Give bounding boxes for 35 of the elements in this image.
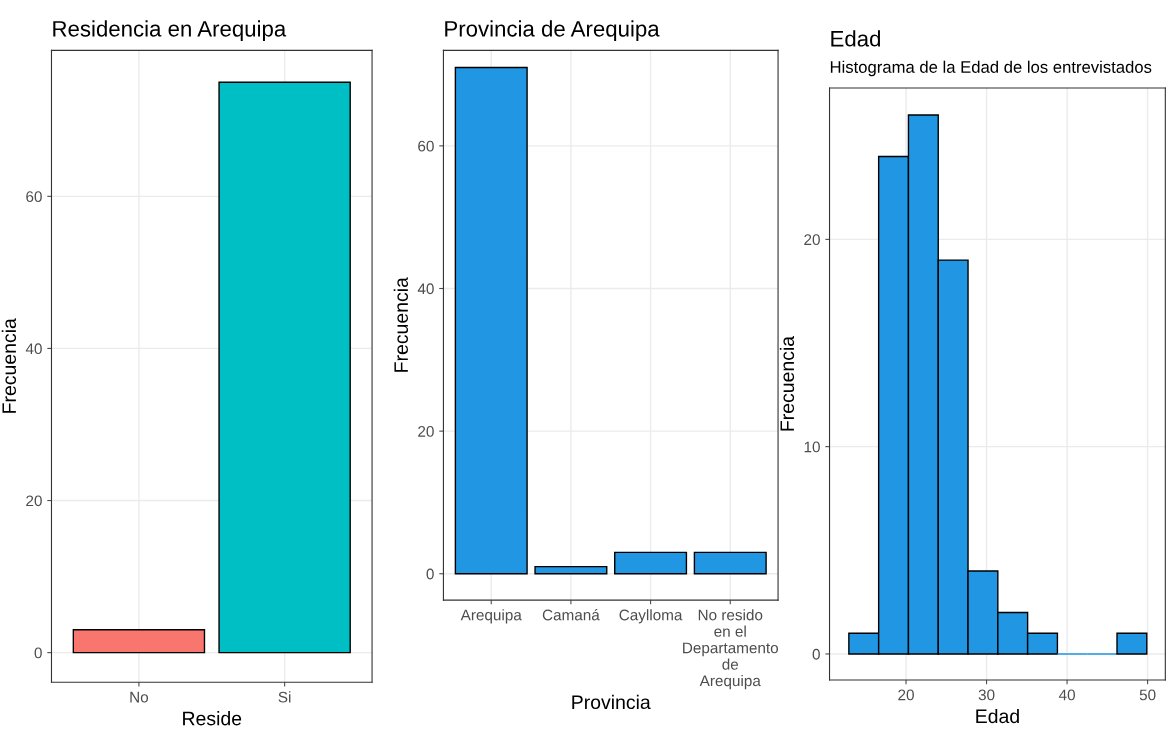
- bar: [693, 551, 767, 575]
- x-axis-title: Provincia: [572, 694, 651, 710]
- y-axis-title: Frecuencia: [393, 277, 409, 372]
- y-tick-label: 60: [418, 140, 434, 152]
- x-tick-label: Arequipa: [460, 609, 522, 624]
- y-tick-label: 40: [25, 343, 42, 355]
- y-tick-label: 20: [418, 426, 434, 437]
- chart-subtitle: Histograma de la Edad de los entrevistados: [830, 60, 1152, 77]
- y-axis-title: Frecuencia: [779, 335, 795, 431]
- x-tick-label: Camaná: [542, 608, 600, 621]
- y-tick-label: 0: [812, 648, 820, 660]
- chart-title: Residencia en Arequipa: [53, 20, 287, 42]
- x-tick-label: Caylloma: [619, 609, 683, 624]
- bar: [454, 66, 528, 575]
- y-tick-label: 20: [26, 495, 42, 507]
- x-tick-label: 50: [1139, 689, 1156, 701]
- y-tick-label: 40: [417, 283, 434, 295]
- x-tick-label: 40: [1058, 689, 1075, 701]
- y-tick-label: 0: [34, 647, 42, 659]
- chart-title: Edad: [831, 30, 880, 47]
- y-tick-label: 10: [804, 441, 820, 453]
- x-tick-label: 20: [898, 689, 914, 701]
- bar: [614, 551, 688, 575]
- chart-title: Provincia de Arequipa: [445, 20, 660, 42]
- y-axis-title: Frecuencia: [1, 318, 17, 413]
- x-tick-label: No: [130, 691, 149, 703]
- x-tick-label: 30: [978, 689, 995, 701]
- x-tick-label: No resido en el Departamento de Arequipa: [683, 609, 779, 690]
- x-tick-label: Si: [278, 691, 291, 703]
- y-tick-label: 0: [426, 568, 434, 580]
- y-tick-label: 60: [26, 191, 42, 203]
- x-axis-title: Edad: [976, 708, 1019, 724]
- x-axis-title: Reside: [183, 711, 242, 726]
- y-tick-label: 20: [804, 234, 820, 246]
- bar: [534, 565, 608, 575]
